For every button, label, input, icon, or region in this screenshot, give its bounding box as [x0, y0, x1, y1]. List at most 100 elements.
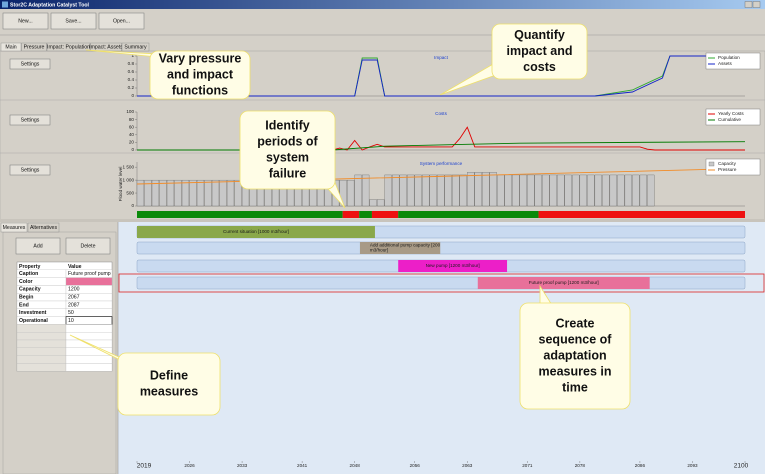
measures-tab[interactable] [27, 222, 60, 233]
x-tick-label: 2100 [734, 463, 749, 470]
callout-text: Vary pressure [159, 51, 242, 65]
settings-button[interactable] [9, 164, 51, 176]
settings-button-label: Settings [21, 61, 40, 67]
capacity-bar [362, 174, 370, 207]
tab[interactable] [121, 42, 150, 52]
capacity-bar [422, 174, 430, 207]
capacity-bar [594, 174, 602, 207]
capacity-bar [159, 179, 167, 207]
table-cell[interactable] [65, 324, 113, 333]
tab[interactable] [46, 42, 91, 52]
y-tick-label: 1 [131, 53, 134, 58]
table-row-head [16, 324, 67, 333]
legend-label: Cumulative [718, 117, 741, 122]
capacity-bar [407, 174, 415, 207]
callout [239, 110, 336, 190]
tab[interactable] [0, 42, 22, 52]
y-tick-label: 1 500 [123, 164, 135, 169]
y-tick-label: 0.4 [128, 77, 135, 82]
capacity-bar [519, 174, 527, 207]
callout-text: and impact [167, 67, 234, 81]
tab[interactable] [21, 42, 47, 52]
table-row-head [16, 355, 67, 364]
settings-button[interactable] [9, 114, 51, 126]
failure-period [371, 211, 399, 218]
measure-track [136, 241, 746, 255]
settings-button[interactable] [9, 58, 51, 70]
legend-label: Yearly Costs [718, 111, 744, 116]
chart-title: Impact [434, 55, 449, 60]
measure-track [136, 276, 746, 290]
chart-title: System performance [420, 161, 463, 166]
property-value: Future proof pump [68, 271, 111, 277]
y-tick-label: 0 [131, 93, 134, 98]
x-tick-label: 2056 [410, 463, 421, 468]
tab-label: Main [5, 45, 16, 51]
measure-bar[interactable] [137, 226, 375, 238]
toolbar-button[interactable] [50, 12, 97, 30]
capacity-bar [219, 179, 227, 207]
measure-label: Future proof pump [1200 m3/hour] [529, 280, 599, 285]
property-name: Caption [19, 271, 38, 277]
x-tick-label: 2093 [687, 463, 698, 468]
callout-layer: Vary pressure and impact functions Quantify… [69, 23, 631, 416]
callout-text: sequence of [539, 332, 613, 346]
table-cell[interactable] [65, 355, 113, 364]
failure-period [359, 211, 372, 218]
capacity-bar [617, 174, 625, 207]
maximize-button[interactable] [752, 1, 761, 8]
capacity-bar [414, 174, 422, 207]
callout-text: functions [172, 83, 228, 97]
legend-label: Pressure [718, 167, 737, 172]
table-cell[interactable] [65, 277, 113, 286]
x-tick-label: 2026 [184, 463, 195, 468]
failure-period [137, 211, 343, 218]
capacity-bar [572, 174, 580, 207]
measure-bar[interactable] [477, 277, 650, 289]
y-tick-label: 0.6 [128, 69, 135, 74]
toolbar-button-label: Open... [113, 18, 130, 24]
capacity-bar [226, 179, 235, 207]
capacity-bar [452, 174, 460, 207]
measure-bar[interactable] [359, 242, 441, 254]
callout-text: Quantify [514, 28, 565, 42]
measures-tab[interactable] [0, 222, 28, 233]
capacity-bar [377, 199, 385, 207]
tab-label: Pressure [24, 45, 45, 51]
callout-text: measures in [539, 364, 612, 378]
legend-swatch [708, 161, 715, 167]
y-tick-label: 0 [131, 147, 134, 152]
measures-tab-label: Measures [3, 225, 26, 231]
toolbar-button[interactable] [2, 12, 49, 30]
capacity-bar [189, 179, 197, 207]
table-cell[interactable] [65, 363, 113, 372]
capacity-bar [639, 174, 647, 207]
capacity-bar [474, 172, 482, 207]
measure-button[interactable] [15, 237, 61, 255]
series-line [137, 126, 745, 151]
callout-text: Create [556, 316, 595, 330]
callout [149, 50, 251, 100]
settings-button-label: Settings [21, 117, 40, 123]
property-value: 2087 [68, 302, 80, 308]
y-tick-label: 0.8 [128, 61, 135, 66]
title-bar [0, 0, 765, 9]
table-row-head [16, 339, 67, 348]
callout-text: periods of [257, 134, 318, 148]
table-row-head [16, 347, 67, 356]
measure-bar[interactable] [398, 260, 508, 272]
measure-button[interactable] [65, 237, 111, 255]
callout-text: Define [150, 368, 188, 382]
legend [705, 158, 761, 176]
property-name: End [19, 302, 29, 308]
table-header: Value [68, 264, 82, 270]
y-tick-label: 20 [129, 140, 135, 145]
minimize-button[interactable] [744, 1, 753, 8]
x-tick-label: 2033 [237, 463, 248, 468]
capacity-bar [632, 174, 640, 207]
toolbar-button-label: Save... [65, 18, 81, 24]
toolbar-button[interactable] [98, 12, 145, 30]
measures-tab-label: Alternatives [30, 225, 58, 231]
x-tick-label: 2019 [137, 463, 152, 470]
